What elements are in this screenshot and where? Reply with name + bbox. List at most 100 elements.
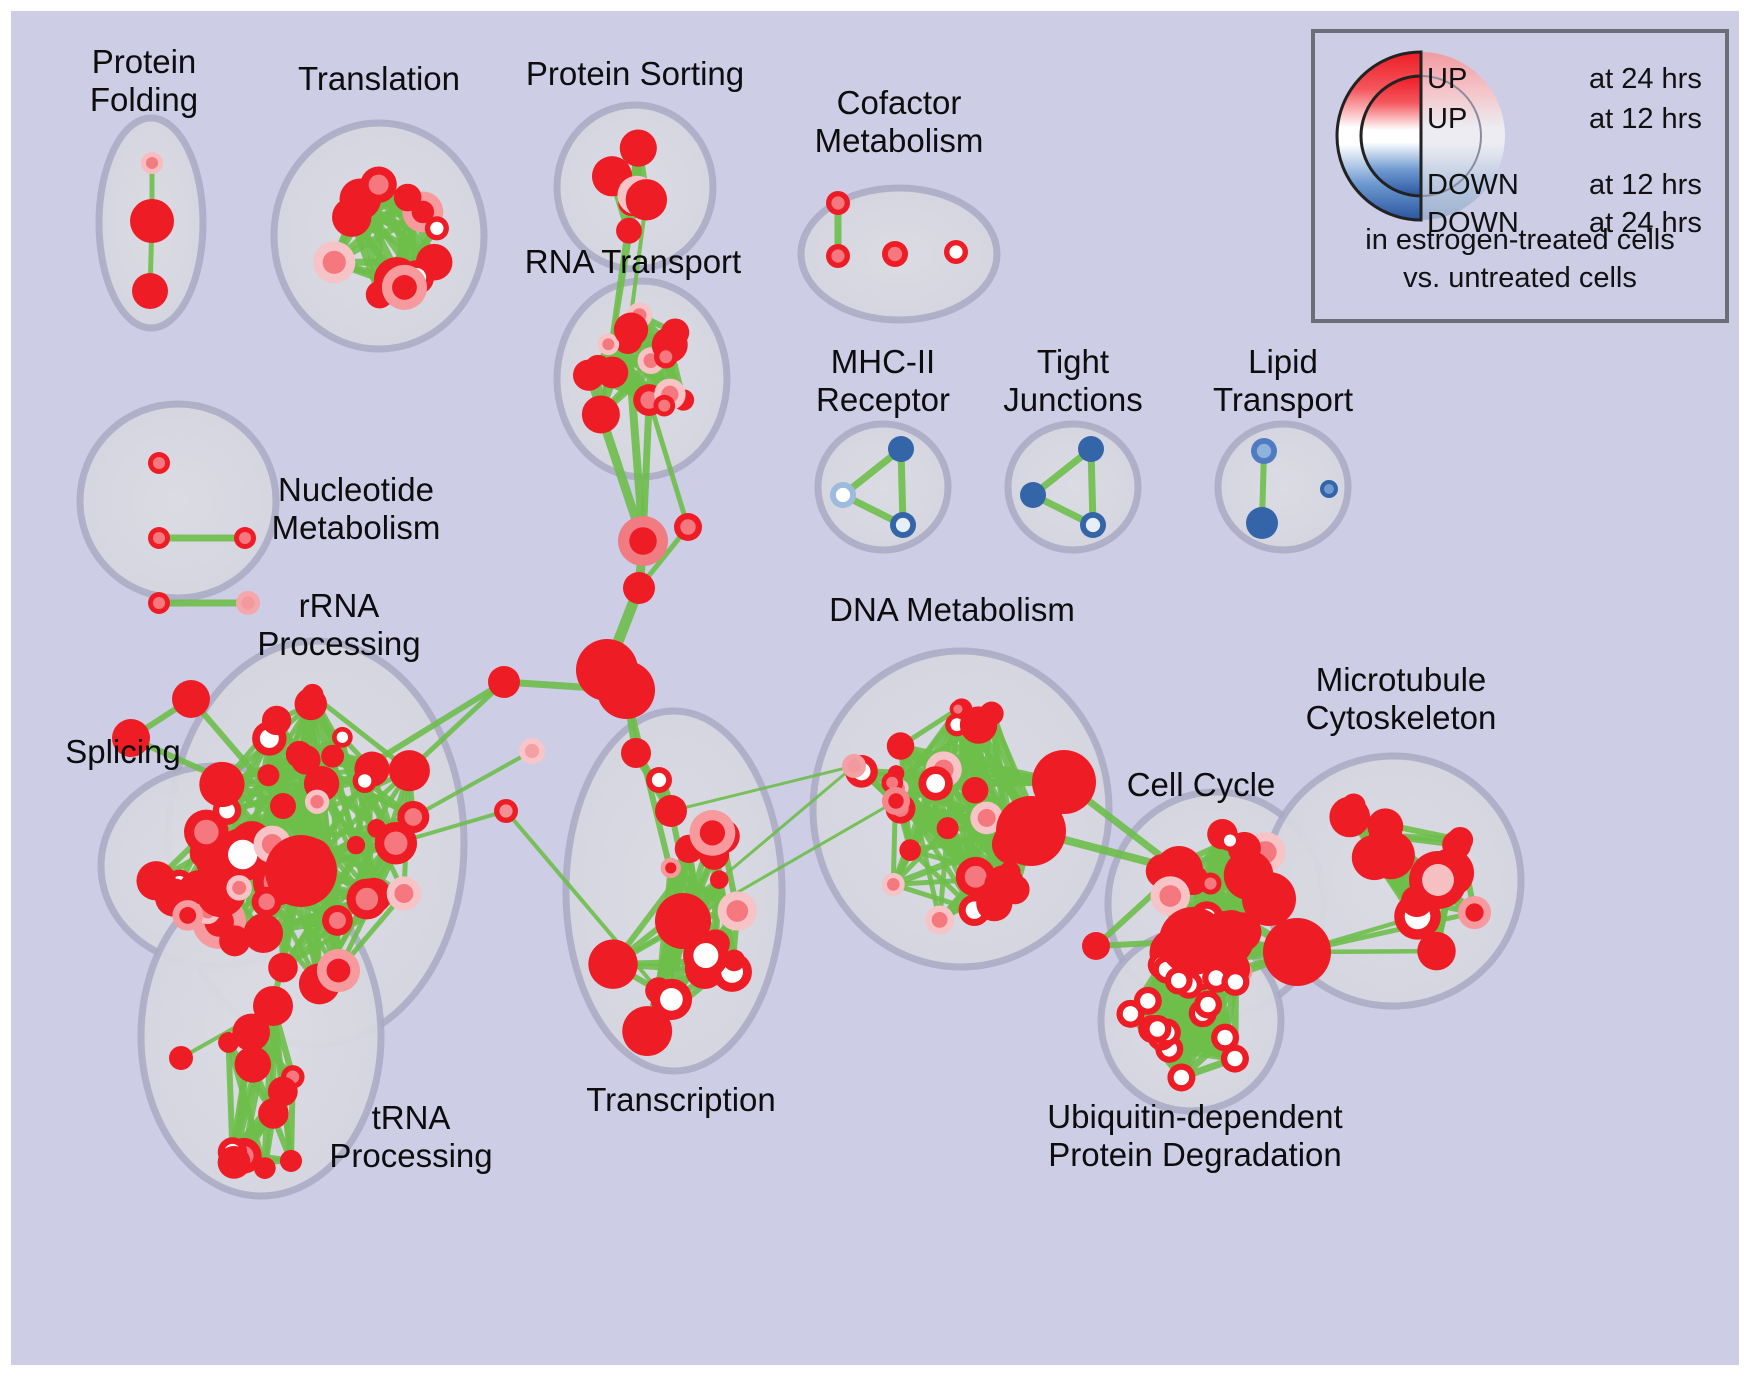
network-node[interactable] xyxy=(581,395,620,434)
network-node[interactable] xyxy=(888,436,914,462)
network-node[interactable] xyxy=(488,666,520,698)
network-node[interactable] xyxy=(622,1006,673,1056)
network-node[interactable] xyxy=(1133,986,1162,1015)
network-node[interactable] xyxy=(936,817,959,840)
network-node[interactable] xyxy=(1221,967,1250,996)
network-node[interactable] xyxy=(1020,482,1046,508)
network-node[interactable] xyxy=(267,1076,298,1107)
network-node[interactable] xyxy=(621,738,651,768)
network-node[interactable] xyxy=(386,876,422,911)
network-node[interactable] xyxy=(346,878,388,920)
network-node[interactable] xyxy=(268,952,298,983)
network-node[interactable] xyxy=(723,949,745,972)
network-node[interactable] xyxy=(360,166,397,203)
network-node[interactable] xyxy=(257,764,280,787)
network-node[interactable] xyxy=(148,592,170,614)
network-node[interactable] xyxy=(253,1157,276,1179)
network-node[interactable] xyxy=(1150,876,1191,916)
network-node[interactable] xyxy=(290,744,321,775)
network-node[interactable] xyxy=(1263,918,1331,986)
network-node[interactable] xyxy=(1242,872,1296,926)
network-node[interactable] xyxy=(265,835,337,907)
network-node[interactable] xyxy=(279,1149,303,1172)
network-node[interactable] xyxy=(141,152,163,174)
network-node[interactable] xyxy=(674,513,702,541)
network-node[interactable] xyxy=(261,705,292,736)
network-node[interactable] xyxy=(322,905,353,936)
network-node[interactable] xyxy=(332,726,353,748)
network-node[interactable] xyxy=(654,345,678,369)
network-node[interactable] xyxy=(294,687,327,721)
network-node[interactable] xyxy=(572,359,605,391)
network-node[interactable] xyxy=(717,891,757,931)
network-node[interactable] xyxy=(1080,512,1106,538)
network-node[interactable] xyxy=(1366,831,1415,880)
network-node[interactable] xyxy=(596,356,629,389)
network-node[interactable] xyxy=(1251,438,1277,464)
network-node[interactable] xyxy=(1329,796,1371,838)
network-node[interactable] xyxy=(236,591,260,615)
network-node[interactable] xyxy=(830,482,856,508)
network-node[interactable] xyxy=(1082,932,1110,960)
network-node[interactable] xyxy=(1198,911,1254,967)
network-node[interactable] xyxy=(646,767,672,793)
network-node[interactable] xyxy=(619,129,657,167)
network-node[interactable] xyxy=(618,516,668,566)
network-node[interactable] xyxy=(316,948,361,993)
network-node[interactable] xyxy=(374,821,418,865)
network-node[interactable] xyxy=(130,199,174,243)
network-node[interactable] xyxy=(1211,1023,1240,1052)
network-node[interactable] xyxy=(217,1145,251,1179)
network-node[interactable] xyxy=(655,795,687,827)
network-node[interactable] xyxy=(890,512,916,538)
network-node[interactable] xyxy=(1219,829,1241,852)
network-node[interactable] xyxy=(1417,931,1456,971)
network-node[interactable] xyxy=(234,1046,272,1083)
network-node[interactable] xyxy=(1167,1063,1196,1092)
network-node[interactable] xyxy=(616,217,642,244)
network-node[interactable] xyxy=(882,787,910,815)
network-node[interactable] xyxy=(996,796,1066,866)
network-node[interactable] xyxy=(199,761,245,808)
network-node[interactable] xyxy=(655,893,711,949)
network-node[interactable] xyxy=(172,900,204,931)
network-node[interactable] xyxy=(886,732,915,760)
network-node[interactable] xyxy=(842,754,866,778)
network-node[interactable] xyxy=(195,847,226,878)
network-node[interactable] xyxy=(689,809,736,856)
network-node[interactable] xyxy=(925,905,954,935)
network-node[interactable] xyxy=(148,527,170,549)
network-node[interactable] xyxy=(882,241,908,267)
network-node[interactable] xyxy=(661,318,690,347)
network-node[interactable] xyxy=(970,801,1003,835)
network-node[interactable] xyxy=(1078,436,1104,462)
network-node[interactable] xyxy=(424,216,449,241)
network-node[interactable] xyxy=(650,978,693,1021)
network-node[interactable] xyxy=(332,197,372,237)
network-node[interactable] xyxy=(623,572,655,604)
network-node[interactable] xyxy=(381,264,427,310)
network-node[interactable] xyxy=(961,777,989,804)
network-node[interactable] xyxy=(1032,750,1096,814)
network-node[interactable] xyxy=(709,870,729,890)
network-node[interactable] xyxy=(253,986,293,1026)
network-node[interactable] xyxy=(219,925,251,957)
network-node[interactable] xyxy=(826,191,850,215)
network-node[interactable] xyxy=(959,706,998,744)
network-node[interactable] xyxy=(148,452,170,474)
network-node[interactable] xyxy=(1320,480,1338,498)
network-node[interactable] xyxy=(1409,851,1467,909)
network-node[interactable] xyxy=(1143,1014,1172,1043)
network-node[interactable] xyxy=(112,719,150,757)
network-node[interactable] xyxy=(588,939,638,989)
network-node[interactable] xyxy=(132,273,168,309)
network-node[interactable] xyxy=(494,799,518,823)
network-node[interactable] xyxy=(613,312,649,347)
network-node[interactable] xyxy=(984,865,1025,906)
network-node[interactable] xyxy=(653,394,676,417)
network-node[interactable] xyxy=(949,700,967,718)
network-node[interactable] xyxy=(352,768,377,794)
network-node[interactable] xyxy=(899,839,922,861)
network-node[interactable] xyxy=(234,527,256,549)
network-node[interactable] xyxy=(1246,507,1278,539)
